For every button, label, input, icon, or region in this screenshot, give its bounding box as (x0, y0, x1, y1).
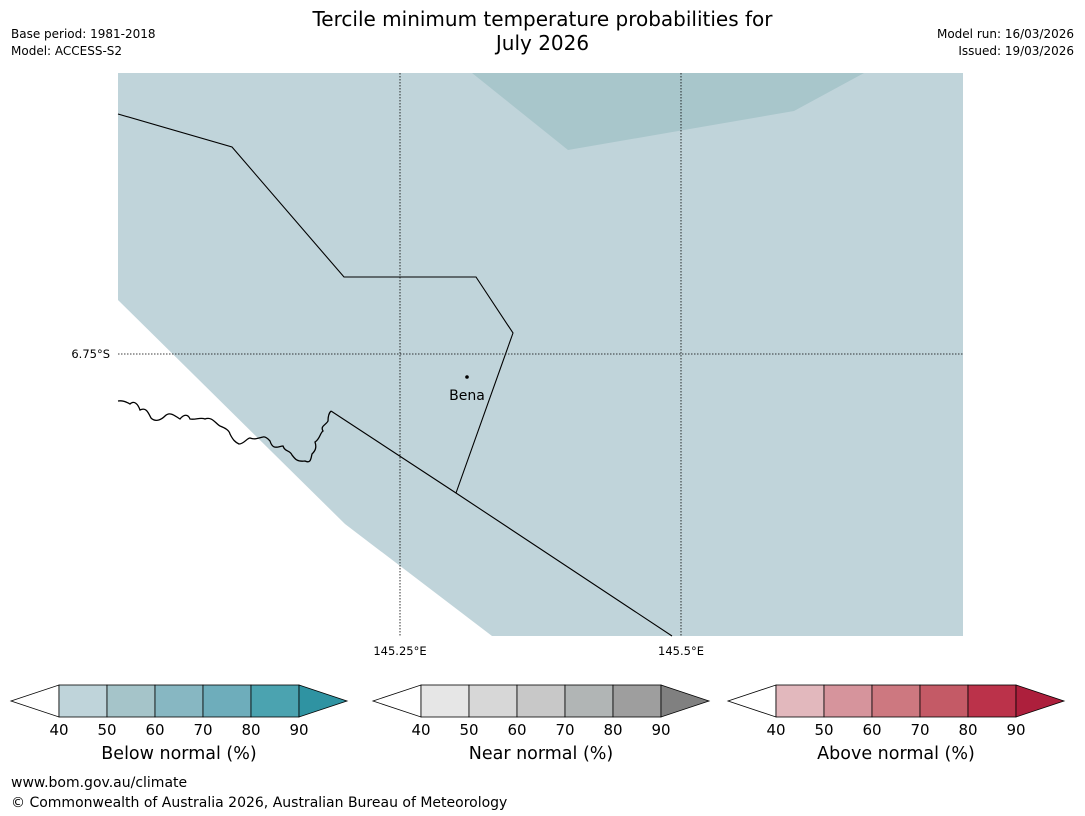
land-region (118, 73, 963, 636)
below-tick-label: 90 (289, 721, 308, 739)
near-extend-low (371, 684, 422, 718)
near-segment-4 (612, 684, 662, 718)
below-tick-label: 70 (193, 721, 212, 739)
near-segment-0 (420, 684, 470, 718)
footer-copyright: © Commonwealth of Australia 2026, Austra… (11, 795, 508, 811)
below-tick-label: 60 (145, 721, 164, 739)
colorbar-below-label: Below normal (%) (101, 744, 257, 764)
above-segment-3 (919, 684, 969, 718)
model-name: Model: ACCESS-S2 (11, 44, 123, 58)
town-label: Bena (449, 388, 485, 404)
below-segment-0 (58, 684, 108, 718)
below-tick-label: 40 (49, 721, 68, 739)
meta-right: Model run: 16/03/2026 Issued: 19/03/2026 (937, 26, 1074, 60)
below-segment-2 (154, 684, 204, 718)
longitude-label-1: 145.25°E (373, 644, 426, 658)
above-extend-high (1015, 684, 1066, 718)
latitude-label: 6.75°S (71, 347, 110, 361)
above-segment-4 (967, 684, 1017, 718)
model-run: Model run: 16/03/2026 (936, 27, 1074, 41)
near-tick-label: 70 (555, 721, 574, 739)
above-tick-label: 90 (1006, 721, 1025, 739)
near-segment-2 (516, 684, 566, 718)
near-tick-label: 40 (411, 721, 430, 739)
colorbar-above-normal: 40 50 60 70 80 90 (726, 684, 1066, 739)
near-segment-1 (468, 684, 518, 718)
above-segment-2 (871, 684, 921, 718)
province-boundary-south (330, 410, 673, 637)
below-extend-high (298, 684, 349, 718)
near-tick-label: 90 (651, 721, 670, 739)
above-tick-label: 80 (958, 721, 977, 739)
meta-left: Base period: 1981-2018 Model: ACCESS-S2 (11, 26, 156, 60)
below-extend-low (9, 684, 60, 718)
above-tick-label: 40 (766, 721, 785, 739)
above-extend-low (726, 684, 777, 718)
above-tick-label: 50 (814, 721, 833, 739)
above-segment-1 (823, 684, 873, 718)
near-segment-3 (564, 684, 614, 718)
base-period: Base period: 1981-2018 (11, 27, 156, 41)
above-segment-0 (775, 684, 825, 718)
colorbar-near-normal: 40 50 60 70 80 90 (371, 684, 711, 739)
title-line-2: July 2026 (495, 31, 590, 55)
near-tick-label: 60 (507, 721, 526, 739)
near-extend-high (660, 684, 711, 718)
province-boundary-north (117, 113, 514, 494)
colorbar-below-normal: 40 50 60 70 80 90 (9, 684, 349, 739)
below-tick-label: 50 (97, 721, 116, 739)
longitude-label-2: 145.5°E (658, 644, 704, 658)
near-tick-label: 80 (603, 721, 622, 739)
above-tick-label: 70 (910, 721, 929, 739)
map-title: Tercile minimum temperature probabilitie… (0, 7, 1085, 55)
near-tick-label: 50 (459, 721, 478, 739)
coastline (117, 400, 332, 463)
issued-date: Issued: 19/03/2026 (958, 44, 1074, 58)
town-marker (465, 375, 469, 379)
higher-probability-region (472, 73, 864, 150)
below-tick-label: 80 (241, 721, 260, 739)
colorbar-near-label: Near normal (%) (468, 744, 614, 764)
below-segment-3 (202, 684, 252, 718)
title-line-1: Tercile minimum temperature probabilitie… (312, 7, 773, 31)
below-segment-4 (250, 684, 300, 718)
footer-url: www.bom.gov.au/climate (11, 775, 188, 791)
below-segment-1 (106, 684, 156, 718)
colorbar-above-label: Above normal (%) (817, 744, 975, 764)
above-tick-label: 60 (862, 721, 881, 739)
